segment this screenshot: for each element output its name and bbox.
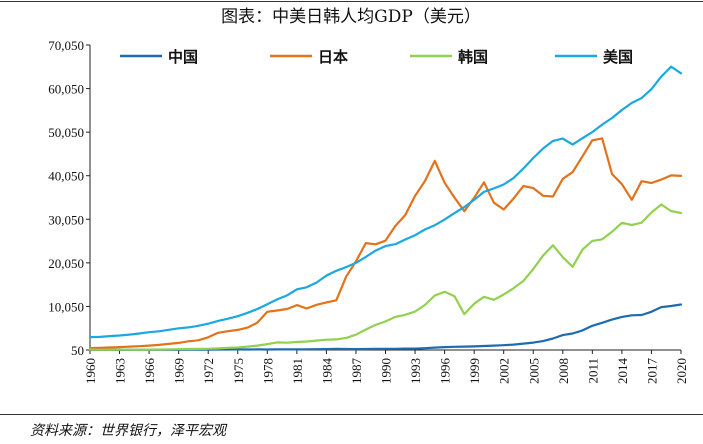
x-tick-label: 1999 <box>467 358 482 384</box>
x-tick-label: 1984 <box>319 358 334 385</box>
chart-title: 图表：中美日韩人均GDP（美元） <box>221 7 481 27</box>
y-tick-label: 60,050 <box>48 82 84 97</box>
x-tick-label: 2002 <box>497 358 512 384</box>
x-tick-label: 1996 <box>438 358 453 385</box>
x-tick-label: 1966 <box>142 358 157 385</box>
legend-label: 美国 <box>603 48 633 66</box>
x-tick-label: 1990 <box>379 358 394 384</box>
x-tick-label: 1987 <box>349 358 364 385</box>
top-rule <box>0 1 703 2</box>
y-tick-label: 70,050 <box>48 38 84 53</box>
series-line <box>88 137 683 350</box>
source-note: 资料来源：世界银行，泽平宏观 <box>30 423 226 439</box>
y-tick-label: 40,050 <box>48 169 84 184</box>
x-tick-label: 2017 <box>644 358 659 385</box>
x-tick-label: 2008 <box>556 358 571 384</box>
x-tick-label: 1993 <box>408 358 423 384</box>
x-tick-label: 2005 <box>526 358 541 384</box>
x-tick-label: 1981 <box>290 358 305 384</box>
x-tick-label: 2014 <box>615 358 630 385</box>
series-line <box>88 65 683 339</box>
x-tick-label: 2020 <box>674 358 689 384</box>
axes: 50 10,050 20,050 30,050 40,050 50,050 60,050 70… <box>48 38 689 384</box>
x-tick-label: 2011 <box>585 358 600 384</box>
series-layer <box>88 65 683 351</box>
y-tick-label: 20,050 <box>48 256 84 271</box>
y-tick-label: 50,050 <box>48 125 84 140</box>
source-rule <box>0 414 703 415</box>
x-tick-label: 1975 <box>231 358 246 384</box>
x-tick-label: 1963 <box>113 358 128 384</box>
legend-label: 韩国 <box>458 48 488 66</box>
y-tick-label: 10,050 <box>48 299 84 314</box>
legend-label: 日本 <box>318 48 348 66</box>
legend-label: 中国 <box>168 48 198 66</box>
x-tick-label: 1972 <box>201 358 216 384</box>
legend: 中国 日本 韩国 美国 <box>120 48 633 66</box>
x-tick-label: 1978 <box>260 358 275 384</box>
x-tick-label: 1960 <box>83 358 98 384</box>
x-tick-label: 1969 <box>172 358 187 384</box>
y-tick-label: 50 <box>71 343 84 358</box>
y-tick-label: 30,050 <box>48 212 84 227</box>
series-line <box>88 203 683 351</box>
